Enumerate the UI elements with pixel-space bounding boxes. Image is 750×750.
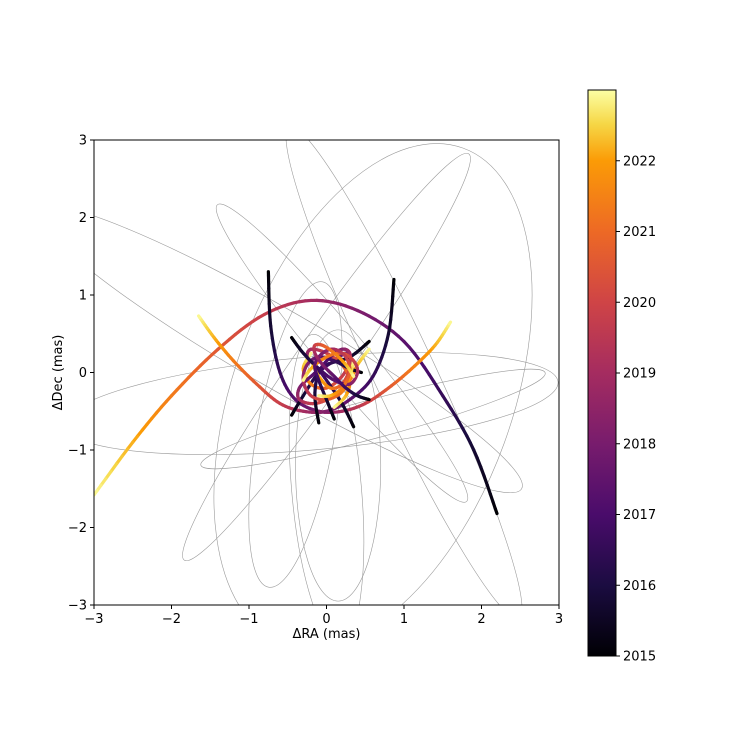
y-tick-label: 3 [79, 134, 87, 149]
x-tick-label: 3 [555, 612, 563, 627]
projected-orbit [213, 143, 533, 605]
projected-orbit [285, 140, 523, 605]
track-segment [197, 314, 202, 320]
y-tick-label: −3 [68, 599, 87, 614]
projected-orbit [248, 281, 343, 588]
orbit-track [197, 277, 396, 415]
colorbar-tick-label: 2021 [623, 225, 656, 240]
x-tick-label: 0 [322, 612, 330, 627]
plot-frame [93, 139, 560, 606]
x-tick-label: −3 [84, 612, 103, 627]
colorbar-tick-label: 2020 [623, 296, 656, 311]
orbit-tracks [94, 270, 499, 516]
projected-orbit [288, 334, 365, 605]
x-axis-ticks: −3 −2 −1 0 1 2 3 [84, 605, 563, 627]
y-axis-label: ΔDec (mas) [51, 335, 66, 411]
projected-orbit [295, 329, 382, 602]
x-tick-label: 1 [400, 612, 408, 627]
colorbar-tick-label: 2016 [623, 579, 656, 594]
colorbar-tick-label: 2019 [623, 367, 656, 382]
track-segment [479, 465, 486, 478]
track-segment [351, 373, 356, 378]
x-axis-label: ΔRA (mas) [293, 627, 361, 642]
x-tick-label: 2 [477, 612, 485, 627]
orbit-track [94, 298, 499, 516]
track-segment [482, 474, 489, 487]
orbit-track [313, 347, 352, 421]
y-axis-ticks: −3 −2 −1 0 1 2 3 [68, 134, 94, 614]
projected-orbits [94, 140, 559, 605]
colorbar-ticks: 2015 2016 2017 2018 2019 2020 2021 2022 [616, 154, 656, 665]
projected-orbit [94, 205, 523, 494]
y-tick-label: −1 [68, 444, 87, 459]
track-segment [447, 320, 453, 326]
track-segment [308, 351, 313, 356]
x-tick-label: −1 [239, 612, 258, 627]
track-segment [332, 404, 337, 409]
y-tick-label: 0 [79, 366, 87, 381]
colorbar-tick-label: 2015 [623, 650, 656, 665]
track-segment [301, 377, 306, 382]
y-tick-label: 2 [79, 211, 87, 226]
y-tick-label: −2 [68, 521, 87, 536]
y-tick-label: 1 [79, 289, 87, 304]
colorbar-tick-label: 2018 [623, 437, 656, 452]
colorbar-tick-label: 2017 [623, 508, 656, 523]
colorbar-tick-label: 2022 [623, 154, 656, 169]
colorbar [587, 89, 617, 657]
track-segment [366, 347, 371, 353]
orbit-track [312, 342, 371, 402]
x-tick-label: −2 [162, 612, 181, 627]
